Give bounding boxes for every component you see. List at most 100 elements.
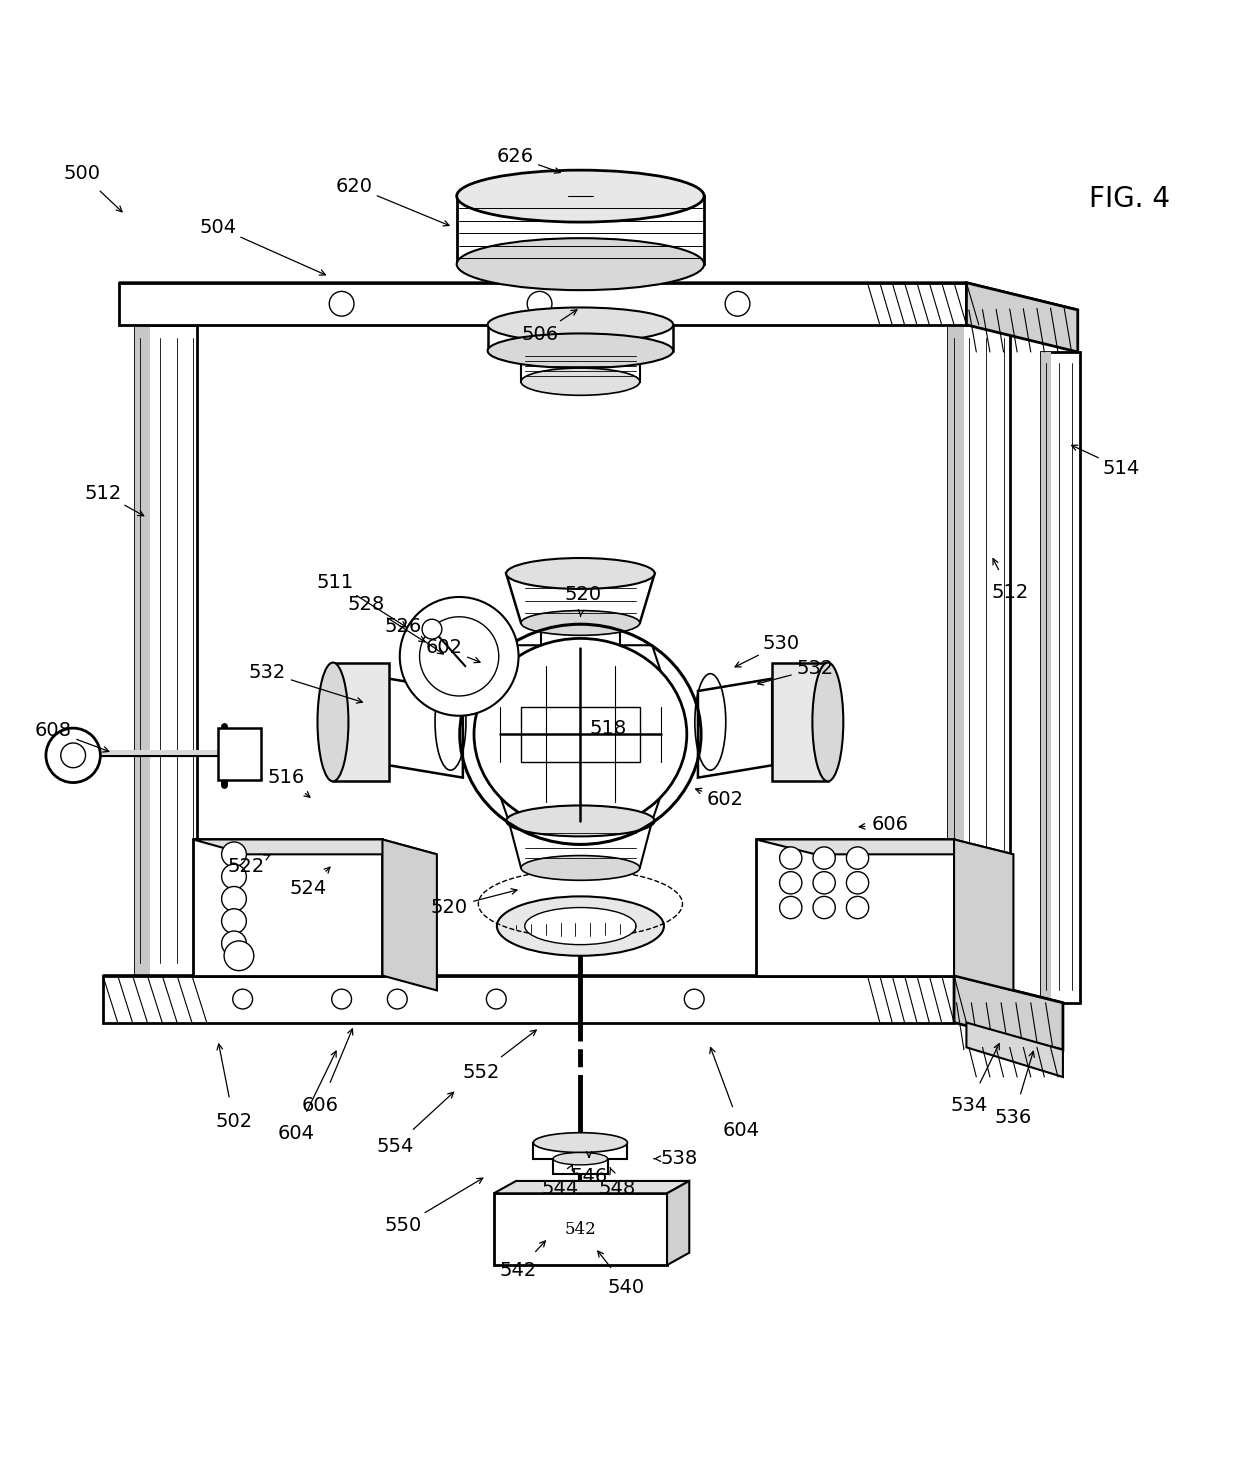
Text: 546: 546 <box>570 1167 608 1185</box>
Polygon shape <box>756 840 954 976</box>
Text: 536: 536 <box>994 1108 1032 1127</box>
Polygon shape <box>966 283 1078 352</box>
Text: 602: 602 <box>707 791 744 810</box>
Text: 512: 512 <box>84 484 122 502</box>
Ellipse shape <box>521 856 640 880</box>
Text: 528: 528 <box>347 595 384 615</box>
Text: 542: 542 <box>564 1220 596 1238</box>
Polygon shape <box>334 662 388 782</box>
Text: 500: 500 <box>63 164 100 184</box>
Circle shape <box>222 909 247 933</box>
Text: 608: 608 <box>35 721 72 740</box>
Text: 502: 502 <box>216 1112 253 1131</box>
Ellipse shape <box>812 662 843 782</box>
Circle shape <box>813 872 836 895</box>
Text: 606: 606 <box>872 815 908 834</box>
Text: 548: 548 <box>599 1179 636 1198</box>
Text: 538: 538 <box>661 1149 698 1169</box>
Text: 530: 530 <box>763 634 800 653</box>
Polygon shape <box>53 751 218 755</box>
Circle shape <box>725 292 750 315</box>
Text: 602: 602 <box>425 638 463 658</box>
Polygon shape <box>773 662 828 782</box>
Ellipse shape <box>487 308 673 342</box>
Polygon shape <box>698 678 773 778</box>
Circle shape <box>847 872 869 895</box>
Ellipse shape <box>474 638 687 831</box>
Polygon shape <box>756 840 1013 855</box>
Text: 526: 526 <box>384 618 422 637</box>
Polygon shape <box>103 976 954 1022</box>
Text: 506: 506 <box>521 326 558 344</box>
Polygon shape <box>487 760 673 820</box>
Text: 532: 532 <box>249 663 286 681</box>
Circle shape <box>46 729 100 782</box>
Circle shape <box>222 932 247 955</box>
Polygon shape <box>947 324 963 976</box>
Text: 514: 514 <box>1102 459 1140 478</box>
Ellipse shape <box>456 238 704 290</box>
Ellipse shape <box>537 255 624 274</box>
Circle shape <box>224 940 254 970</box>
Circle shape <box>847 847 869 869</box>
Polygon shape <box>487 646 673 709</box>
Text: 522: 522 <box>228 857 265 877</box>
Circle shape <box>399 597 518 715</box>
Polygon shape <box>667 1180 689 1265</box>
Polygon shape <box>494 1194 667 1265</box>
Circle shape <box>330 292 353 315</box>
Text: 620: 620 <box>336 176 372 195</box>
Ellipse shape <box>525 908 636 945</box>
Text: 542: 542 <box>500 1260 537 1280</box>
Polygon shape <box>193 840 436 855</box>
Polygon shape <box>119 283 966 324</box>
Circle shape <box>527 292 552 315</box>
Ellipse shape <box>506 558 655 589</box>
Text: 604: 604 <box>278 1124 315 1143</box>
Text: 606: 606 <box>303 1096 339 1115</box>
Text: 544: 544 <box>542 1179 579 1198</box>
Polygon shape <box>1040 352 1050 1003</box>
Polygon shape <box>553 1158 608 1173</box>
Text: 520: 520 <box>430 897 467 917</box>
Text: 511: 511 <box>316 573 355 591</box>
Polygon shape <box>382 840 436 991</box>
Circle shape <box>780 847 802 869</box>
Polygon shape <box>487 324 673 351</box>
Text: 504: 504 <box>200 218 237 237</box>
Text: 512: 512 <box>991 582 1028 601</box>
Ellipse shape <box>533 1133 627 1152</box>
Polygon shape <box>494 1180 689 1194</box>
Polygon shape <box>541 624 620 646</box>
Circle shape <box>332 989 351 1009</box>
Ellipse shape <box>521 369 640 395</box>
Polygon shape <box>388 678 463 778</box>
Text: 604: 604 <box>723 1121 760 1140</box>
Circle shape <box>422 619 441 638</box>
Ellipse shape <box>456 170 704 222</box>
Circle shape <box>222 843 247 866</box>
Text: 524: 524 <box>290 880 327 899</box>
Circle shape <box>780 872 802 895</box>
Text: FIG. 4: FIG. 4 <box>1089 185 1171 213</box>
Polygon shape <box>508 820 652 868</box>
Text: 554: 554 <box>376 1137 413 1155</box>
Ellipse shape <box>487 333 673 369</box>
Ellipse shape <box>506 806 655 837</box>
Circle shape <box>813 847 836 869</box>
Ellipse shape <box>553 1152 608 1166</box>
Polygon shape <box>506 573 655 624</box>
Polygon shape <box>1040 352 1080 1003</box>
Ellipse shape <box>317 662 348 782</box>
Text: 534: 534 <box>950 1096 987 1115</box>
Text: 540: 540 <box>608 1278 645 1297</box>
Circle shape <box>486 989 506 1009</box>
Polygon shape <box>135 324 150 976</box>
Text: 552: 552 <box>463 1062 500 1081</box>
Circle shape <box>684 989 704 1009</box>
Polygon shape <box>456 195 704 264</box>
Text: 532: 532 <box>797 659 835 678</box>
Text: 550: 550 <box>384 1216 422 1235</box>
Text: 518: 518 <box>589 718 626 738</box>
Circle shape <box>233 989 253 1009</box>
